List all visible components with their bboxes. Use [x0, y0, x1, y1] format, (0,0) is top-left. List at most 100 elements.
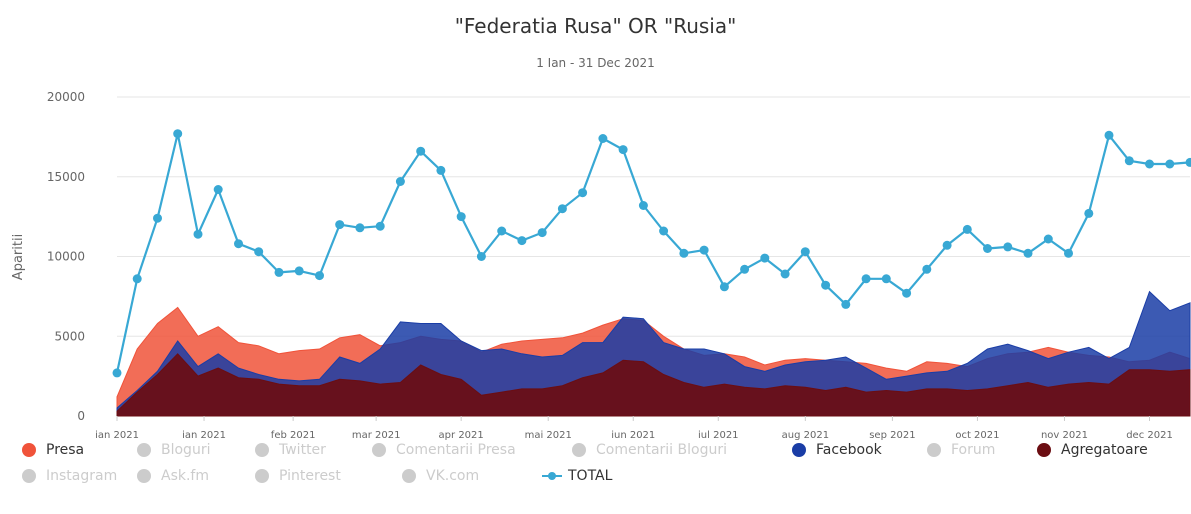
agregatoare-area — [116, 353, 1191, 417]
total-point — [395, 177, 405, 186]
legend-dot-icon — [255, 443, 269, 457]
total-point — [638, 201, 648, 210]
total-point — [659, 226, 669, 236]
y-axis-title: Aparitii — [11, 234, 26, 280]
total-point — [1145, 159, 1154, 169]
total-point — [719, 282, 729, 292]
x-tick-label: apr 2021 — [439, 430, 484, 440]
legend-dot-icon — [22, 469, 36, 483]
x-tick-label: iun 2021 — [611, 430, 655, 440]
x-tick-label: feb 2021 — [271, 430, 316, 440]
legend-label: Comentarii Bloguri — [596, 442, 727, 458]
chart-subtitle: 1 Ian - 31 Dec 2021 — [536, 56, 655, 70]
legend-item-facebook[interactable]: Facebook — [792, 442, 882, 458]
total-point — [173, 129, 183, 139]
legend-dot-icon — [22, 443, 36, 457]
y-tick-label: 10000 — [47, 250, 85, 264]
legend-item-twitter[interactable]: Twitter — [255, 442, 326, 458]
total-point — [881, 274, 891, 284]
legend-item-instagram[interactable]: Instagram — [22, 468, 117, 484]
legend-dot-icon — [137, 443, 151, 457]
total-point — [841, 299, 851, 309]
legend-item-pinterest[interactable]: Pinterest — [255, 468, 341, 484]
legend-item-agregatoare[interactable]: Agregatoare — [1037, 442, 1148, 458]
legend-item-presa[interactable]: Presa — [22, 442, 84, 458]
total-point — [112, 368, 122, 378]
legend-label: Instagram — [46, 468, 118, 484]
total-point — [598, 134, 608, 143]
total-point — [699, 245, 709, 255]
y-tick-label: 5000 — [54, 329, 85, 343]
total-point — [132, 274, 142, 284]
legend-item-comentarii-presa[interactable]: Comentarii Presa — [372, 442, 516, 458]
legend-dot-icon — [927, 443, 941, 457]
total-point — [234, 239, 243, 249]
total-point — [375, 221, 385, 231]
total-point — [1023, 248, 1033, 258]
total-point — [153, 213, 162, 223]
x-tick-label: iul 2021 — [698, 430, 739, 440]
total-point — [355, 223, 365, 233]
chart-plot: 0 5000 10000 15000 20000 Aparitii ian 2021 ian … — [11, 90, 1191, 440]
total-point — [335, 220, 345, 230]
legend-dot-icon — [137, 469, 151, 483]
total-point — [416, 146, 426, 156]
total-point — [679, 248, 689, 258]
y-tick-label: 0 — [77, 409, 85, 423]
legend-item-comentarii-bloguri[interactable]: Comentarii Bloguri — [572, 442, 727, 458]
legend-label: Facebook — [816, 442, 882, 458]
total-point — [476, 252, 486, 261]
total-point — [578, 188, 588, 198]
y-tick-label: 20000 — [47, 90, 85, 104]
total-point — [1185, 157, 1191, 167]
total-point — [861, 274, 871, 284]
total-point — [1124, 156, 1134, 166]
x-tick-label: dec 2021 — [1126, 430, 1173, 440]
legend-item-forum[interactable]: Forum — [927, 442, 995, 458]
total-point — [294, 266, 304, 276]
total-point — [213, 185, 223, 194]
x-tick-label: sep 2021 — [869, 430, 915, 440]
axes: 0 5000 10000 15000 20000 Aparitii ian 2021 ian … — [11, 90, 1173, 440]
y-tick-label: 15000 — [47, 170, 85, 184]
total-point — [942, 240, 952, 250]
legend-item-bloguri[interactable]: Bloguri — [137, 442, 210, 458]
total-point — [1003, 242, 1013, 252]
total-point — [1165, 159, 1175, 169]
total-point — [821, 280, 831, 290]
x-tick-label: mai 2021 — [525, 430, 572, 440]
legend-label: Bloguri — [161, 442, 211, 458]
total-point — [618, 145, 628, 155]
total-point — [740, 264, 750, 274]
total-point — [537, 228, 547, 238]
total-point — [962, 224, 972, 234]
x-tick-label: nov 2021 — [1041, 430, 1088, 440]
total-point — [1043, 234, 1053, 244]
legend-label: Ask.fm — [161, 468, 209, 484]
total-point — [315, 271, 324, 281]
area-series — [116, 290, 1191, 417]
legend-item-total[interactable]: TOTAL — [542, 468, 612, 484]
total-point — [193, 229, 203, 239]
total-point — [274, 267, 284, 277]
x-tick-label: mar 2021 — [352, 430, 401, 440]
total-point — [922, 264, 932, 274]
chart-title: "Federatia Rusa" OR "Rusia" — [454, 14, 737, 38]
x-tick-label: aug 2021 — [782, 430, 829, 440]
x-tick-label: ian 2021 — [95, 430, 139, 440]
total-point — [497, 226, 507, 236]
legend-label: Forum — [951, 442, 996, 458]
legend-dot-icon — [792, 443, 806, 457]
legend-item-ask-fm[interactable]: Ask.fm — [137, 468, 209, 484]
legend-line-marker-icon — [542, 469, 562, 483]
total-point — [983, 244, 992, 253]
legend-label: Twitter — [279, 442, 326, 458]
total-point — [902, 288, 912, 298]
total-point — [1104, 130, 1114, 140]
legend-dot-icon — [255, 469, 269, 483]
legend-label: Presa — [46, 442, 85, 458]
total-point — [760, 253, 770, 263]
legend-item-vk-com[interactable]: VK.com — [402, 468, 479, 484]
legend-label: Pinterest — [279, 468, 341, 484]
total-point — [436, 165, 446, 175]
